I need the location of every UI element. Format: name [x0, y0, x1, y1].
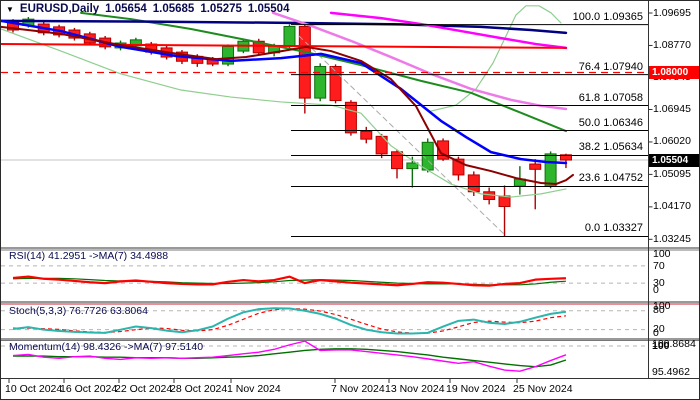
ohlc-open: 1.05654: [105, 3, 147, 15]
current-price-tag: 1.05504: [649, 153, 699, 167]
candle-body: [360, 130, 373, 140]
bollinger-upper-band: [430, 5, 562, 112]
alert-price-tag[interactable]: 1.08000: [649, 65, 699, 79]
candle-body: [529, 163, 542, 170]
candle-body: [314, 66, 327, 99]
symbol-period-title: EURUSD,Daily: [19, 3, 100, 15]
candle-body: [391, 151, 403, 170]
momentum-line: [12, 340, 567, 372]
chart-menu-triangle-icon[interactable]: ▼: [6, 4, 14, 14]
candle-body: [559, 154, 572, 161]
candle-body: [467, 174, 480, 193]
candle-body: [544, 153, 557, 187]
chart-title-bar: ▼ EURUSD,Daily 1.05654 1.05685 1.05275 1…: [6, 3, 289, 15]
ohlc-high: 1.05685: [152, 3, 195, 15]
candle-body: [252, 40, 265, 54]
bollinger-lower-band: [1, 28, 567, 198]
rsi-indicator-label: RSI(14) 41.2951 ->MA(7) 34.4988: [9, 250, 169, 262]
ma-blue-20: [1, 19, 568, 165]
candle-body: [283, 26, 296, 47]
resistance-red-line: [1, 43, 567, 49]
rsi-line: [12, 275, 567, 287]
candle-body: [298, 26, 311, 99]
candle-body: [406, 162, 419, 170]
ma-maroon-fast: [1, 25, 574, 186]
regression-dashed-line: [298, 35, 507, 237]
ohlc-close: 1.05504: [247, 3, 290, 15]
stochastic-indicator-label: Stoch(5,3,3) 76.7726 63.8064: [9, 305, 148, 317]
candle-body: [452, 158, 465, 176]
candle-body: [437, 140, 450, 160]
candle-body: [498, 195, 511, 208]
stochastic-k-line: [12, 307, 567, 335]
ohlc-low: 1.05275: [200, 3, 242, 15]
ma-green-slow: [80, 11, 567, 133]
ma-magenta-100: [329, 11, 568, 50]
momentum-ma-line: [13, 348, 567, 368]
candle-body: [329, 66, 342, 102]
ma-violet: [271, 11, 568, 111]
momentum-indicator-label: Momentum(14) 98.4326 ->MA(7) 97.5140: [9, 341, 204, 353]
candle-body: [344, 101, 357, 134]
